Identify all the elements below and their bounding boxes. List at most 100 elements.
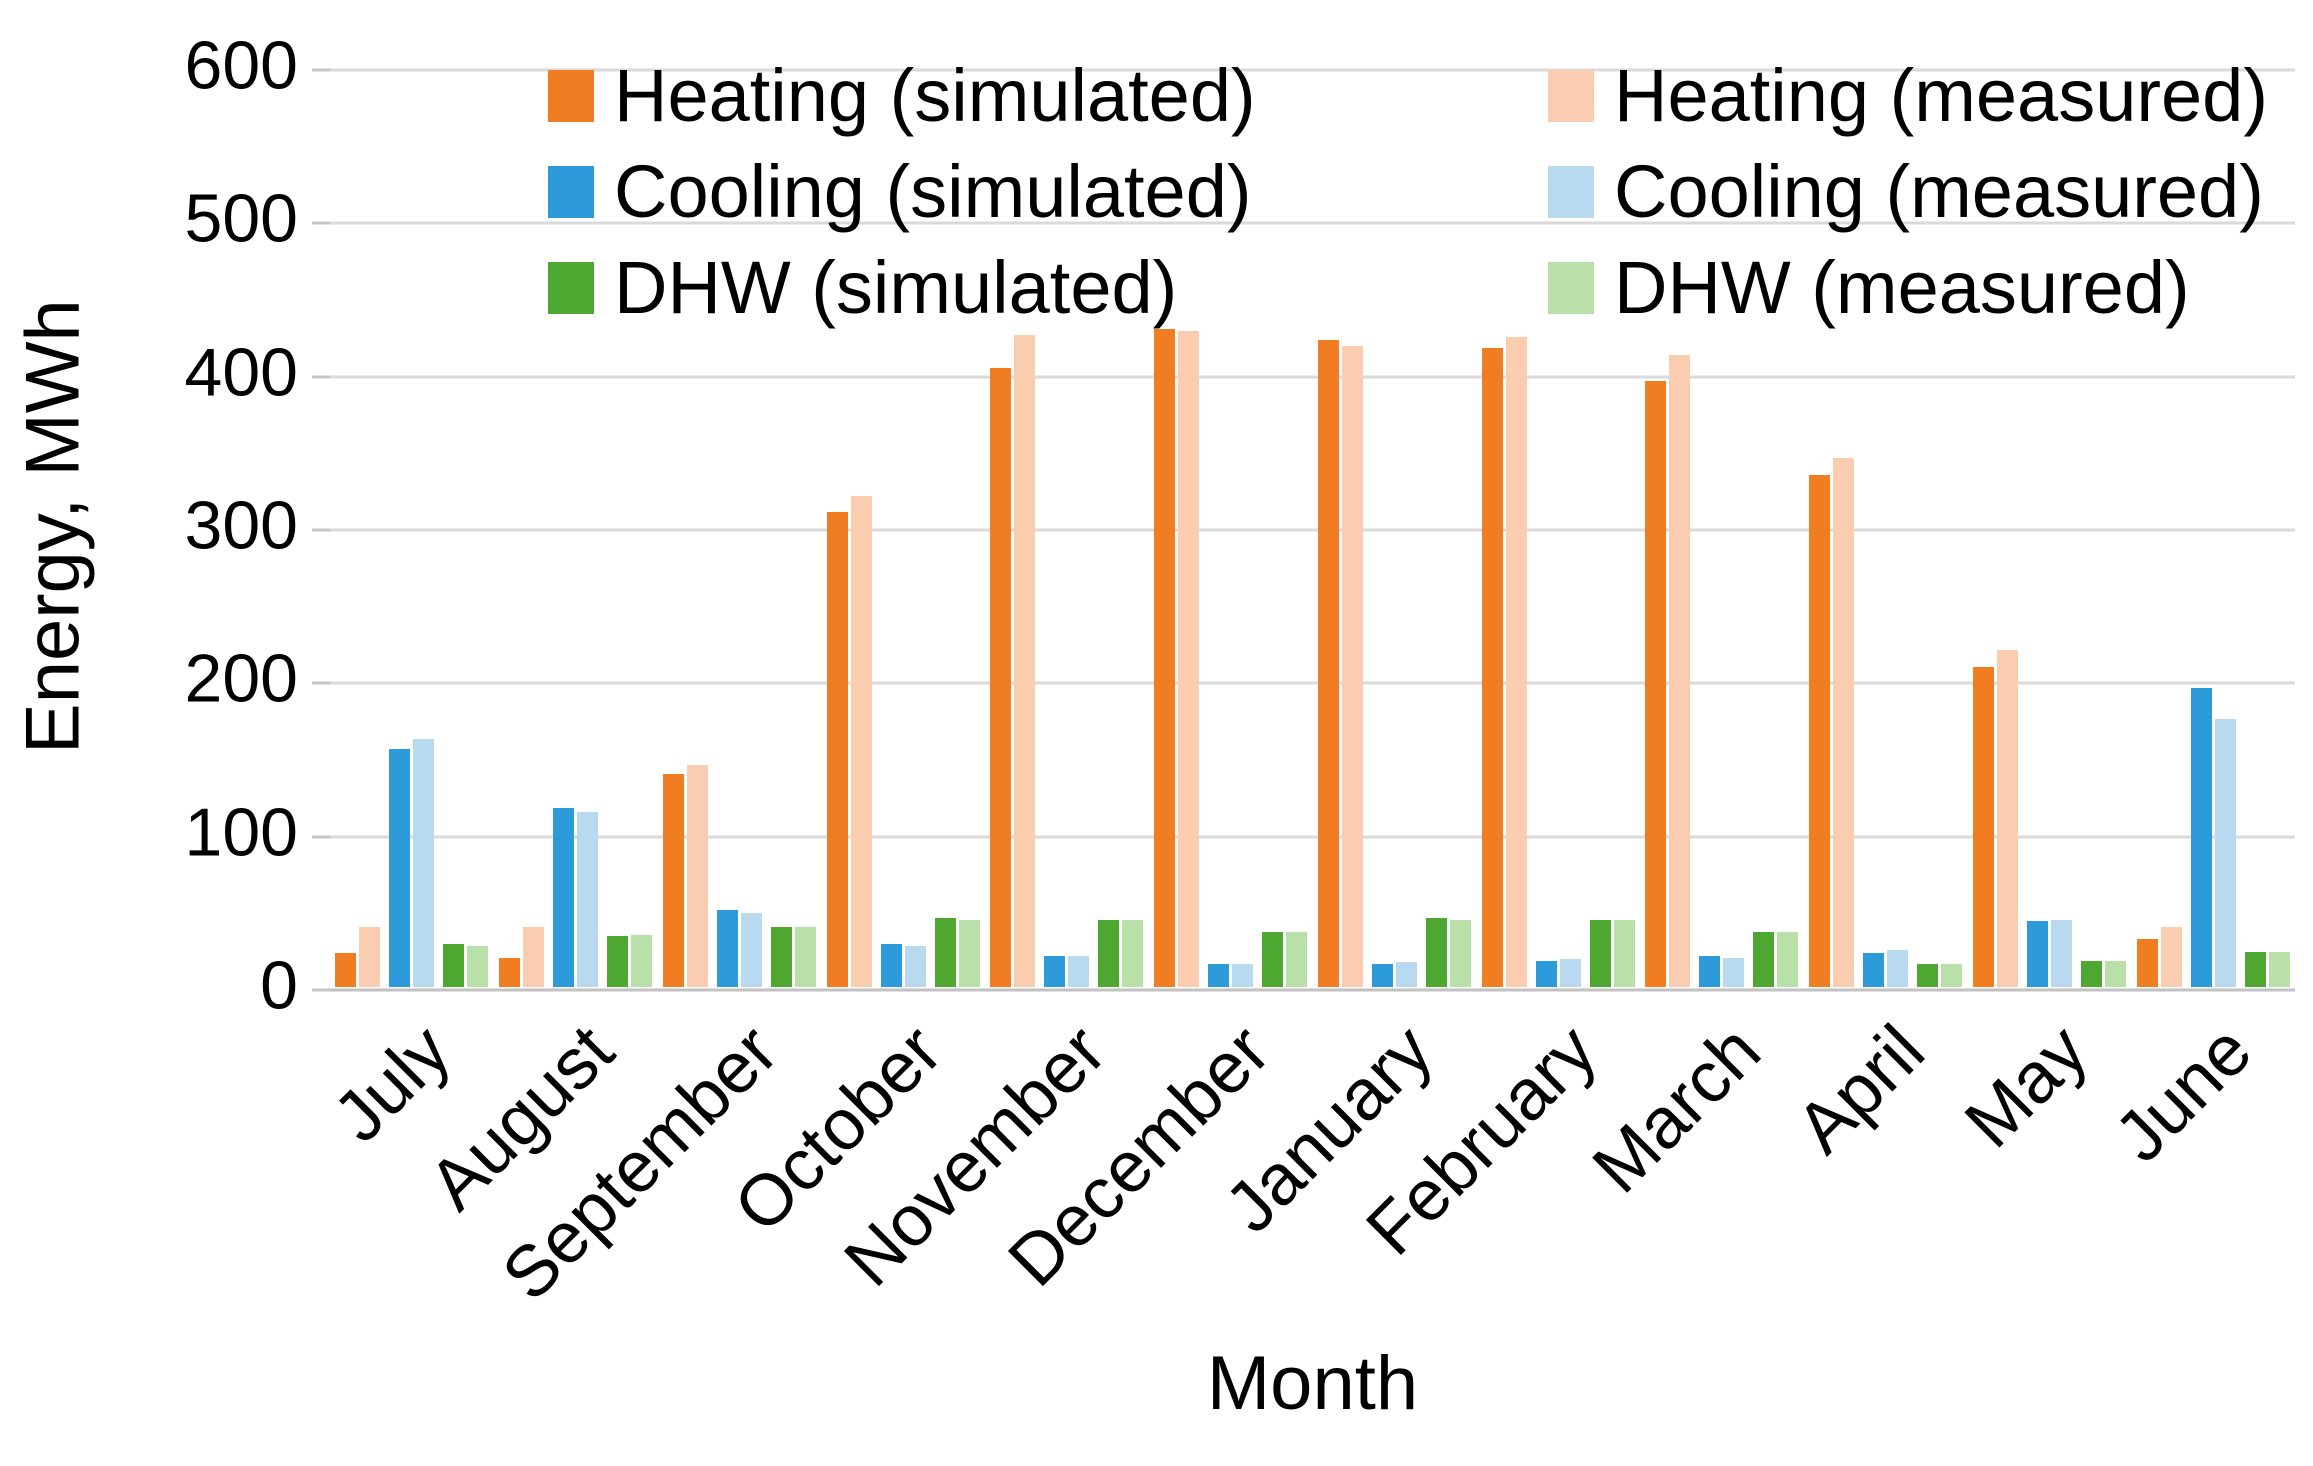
gridline <box>330 835 2295 839</box>
y-tick-label: 500 <box>184 180 298 257</box>
bar-dhw-measured-may <box>2104 960 2126 987</box>
bar-cooling-simulated-november <box>1044 956 1066 987</box>
bar-cooling-measured-april <box>1887 950 1909 987</box>
bar-heating-measured-june <box>2160 927 2182 987</box>
legend-swatch-icon <box>1548 70 1594 122</box>
bar-dhw-simulated-march <box>1753 931 1775 987</box>
bar-group-october <box>821 67 985 987</box>
legend-item: DHW (measured) <box>1548 240 2268 336</box>
bar-heating-simulated-july <box>335 953 357 987</box>
bar-dhw-simulated-june <box>2244 951 2266 987</box>
bar-cooling-measured-january <box>1395 962 1417 987</box>
legend-label: DHW (measured) <box>1614 246 2190 329</box>
bar-cooling-simulated-january <box>1371 964 1393 987</box>
bar-cooling-measured-june <box>2214 718 2236 987</box>
y-axis-tick <box>312 835 330 839</box>
bar-cooling-simulated-february <box>1535 960 1557 987</box>
bar-cooling-simulated-august <box>553 807 575 987</box>
bar-heating-simulated-may <box>1972 666 1994 987</box>
bar-group-may <box>1968 67 2132 987</box>
bar-cooling-simulated-may <box>2026 921 2048 987</box>
bar-cooling-measured-october <box>904 945 926 987</box>
x-tick-label: July <box>318 1010 466 1158</box>
bar-cooling-measured-december <box>1232 964 1254 987</box>
bar-dhw-simulated-october <box>934 918 956 987</box>
bar-group-november <box>985 67 1149 987</box>
bar-heating-measured-october <box>850 496 872 987</box>
bar-cooling-measured-september <box>740 913 762 987</box>
bar-group-december <box>1149 67 1313 987</box>
bar-heating-simulated-june <box>2136 939 2158 987</box>
legend-item: Heating (simulated) <box>548 48 1256 144</box>
bar-dhw-measured-july <box>467 945 489 987</box>
legend-item: Cooling (measured) <box>1548 144 2268 240</box>
y-tick-label: 0 <box>260 947 298 1024</box>
bar-dhw-simulated-february <box>1589 919 1611 987</box>
bar-dhw-simulated-january <box>1425 918 1447 987</box>
bar-dhw-measured-august <box>631 934 653 987</box>
y-tick-label: 600 <box>184 27 298 104</box>
bar-dhw-measured-april <box>1941 964 1963 987</box>
bar-group-april <box>1804 67 1968 987</box>
legend-item: Cooling (simulated) <box>548 144 1256 240</box>
gridline <box>330 375 2295 379</box>
bar-heating-measured-july <box>359 927 381 987</box>
bar-heating-measured-november <box>1014 335 1036 987</box>
bar-heating-simulated-november <box>990 367 1012 987</box>
y-axis-title: Energy, MWh <box>10 299 96 755</box>
bar-dhw-measured-february <box>1613 919 1635 987</box>
bar-heating-simulated-december <box>1154 329 1176 987</box>
x-tick-label: June <box>2099 1010 2267 1178</box>
bar-group-august <box>494 67 658 987</box>
bar-dhw-measured-november <box>1122 919 1144 987</box>
bar-cooling-measured-march <box>1723 957 1745 987</box>
legend-swatch-icon <box>548 262 594 314</box>
bar-heating-measured-august <box>523 927 545 987</box>
legend-label: Cooling (simulated) <box>614 150 1252 233</box>
bar-dhw-simulated-december <box>1262 931 1284 987</box>
y-axis-tick <box>312 681 330 685</box>
legend-column-simulated: Heating (simulated) Cooling (simulated) DH… <box>548 48 1256 336</box>
bar-cooling-measured-may <box>2050 919 2072 987</box>
bar-dhw-simulated-august <box>607 936 629 987</box>
bar-heating-simulated-march <box>1645 381 1667 987</box>
bar-heating-measured-january <box>1341 346 1363 987</box>
bar-dhw-simulated-september <box>770 927 792 987</box>
y-tick-label: 400 <box>184 334 298 411</box>
legend-swatch-icon <box>1548 262 1594 314</box>
bar-heating-measured-december <box>1178 330 1200 987</box>
gridline <box>330 221 2295 225</box>
y-axis-tick <box>312 68 330 72</box>
bar-dhw-measured-october <box>958 919 980 987</box>
bar-groups <box>330 67 2295 987</box>
legend-item: Heating (measured) <box>1548 48 2268 144</box>
bar-heating-measured-april <box>1833 458 1855 987</box>
bar-cooling-simulated-march <box>1699 956 1721 987</box>
bar-group-march <box>1640 67 1804 987</box>
bar-cooling-simulated-april <box>1863 953 1885 987</box>
x-axis-title: Month <box>1206 1341 1419 1426</box>
bar-dhw-measured-december <box>1286 931 1308 987</box>
bar-cooling-measured-july <box>413 738 435 987</box>
bar-cooling-measured-august <box>577 812 599 987</box>
x-tick-label: March <box>1577 1010 1776 1209</box>
bar-dhw-measured-march <box>1777 931 1799 987</box>
bar-heating-measured-march <box>1669 355 1691 987</box>
bar-heating-simulated-april <box>1809 474 1831 987</box>
y-axis-tick <box>312 988 330 992</box>
x-tick-label: May <box>1950 1010 2104 1163</box>
legend-item: DHW (simulated) <box>548 240 1256 336</box>
y-axis-tick <box>312 375 330 379</box>
legend-label: Cooling (measured) <box>1614 150 2264 233</box>
legend-swatch-icon <box>548 70 594 122</box>
bar-heating-measured-february <box>1505 336 1527 987</box>
bar-group-january <box>1313 67 1477 987</box>
bar-heating-measured-may <box>1996 649 2018 987</box>
bar-group-september <box>658 67 822 987</box>
bar-group-june <box>2131 67 2295 987</box>
bar-cooling-simulated-july <box>389 749 411 987</box>
bar-heating-simulated-february <box>1481 347 1503 987</box>
bar-heating-measured-september <box>686 764 708 987</box>
bar-cooling-measured-november <box>1068 956 1090 987</box>
